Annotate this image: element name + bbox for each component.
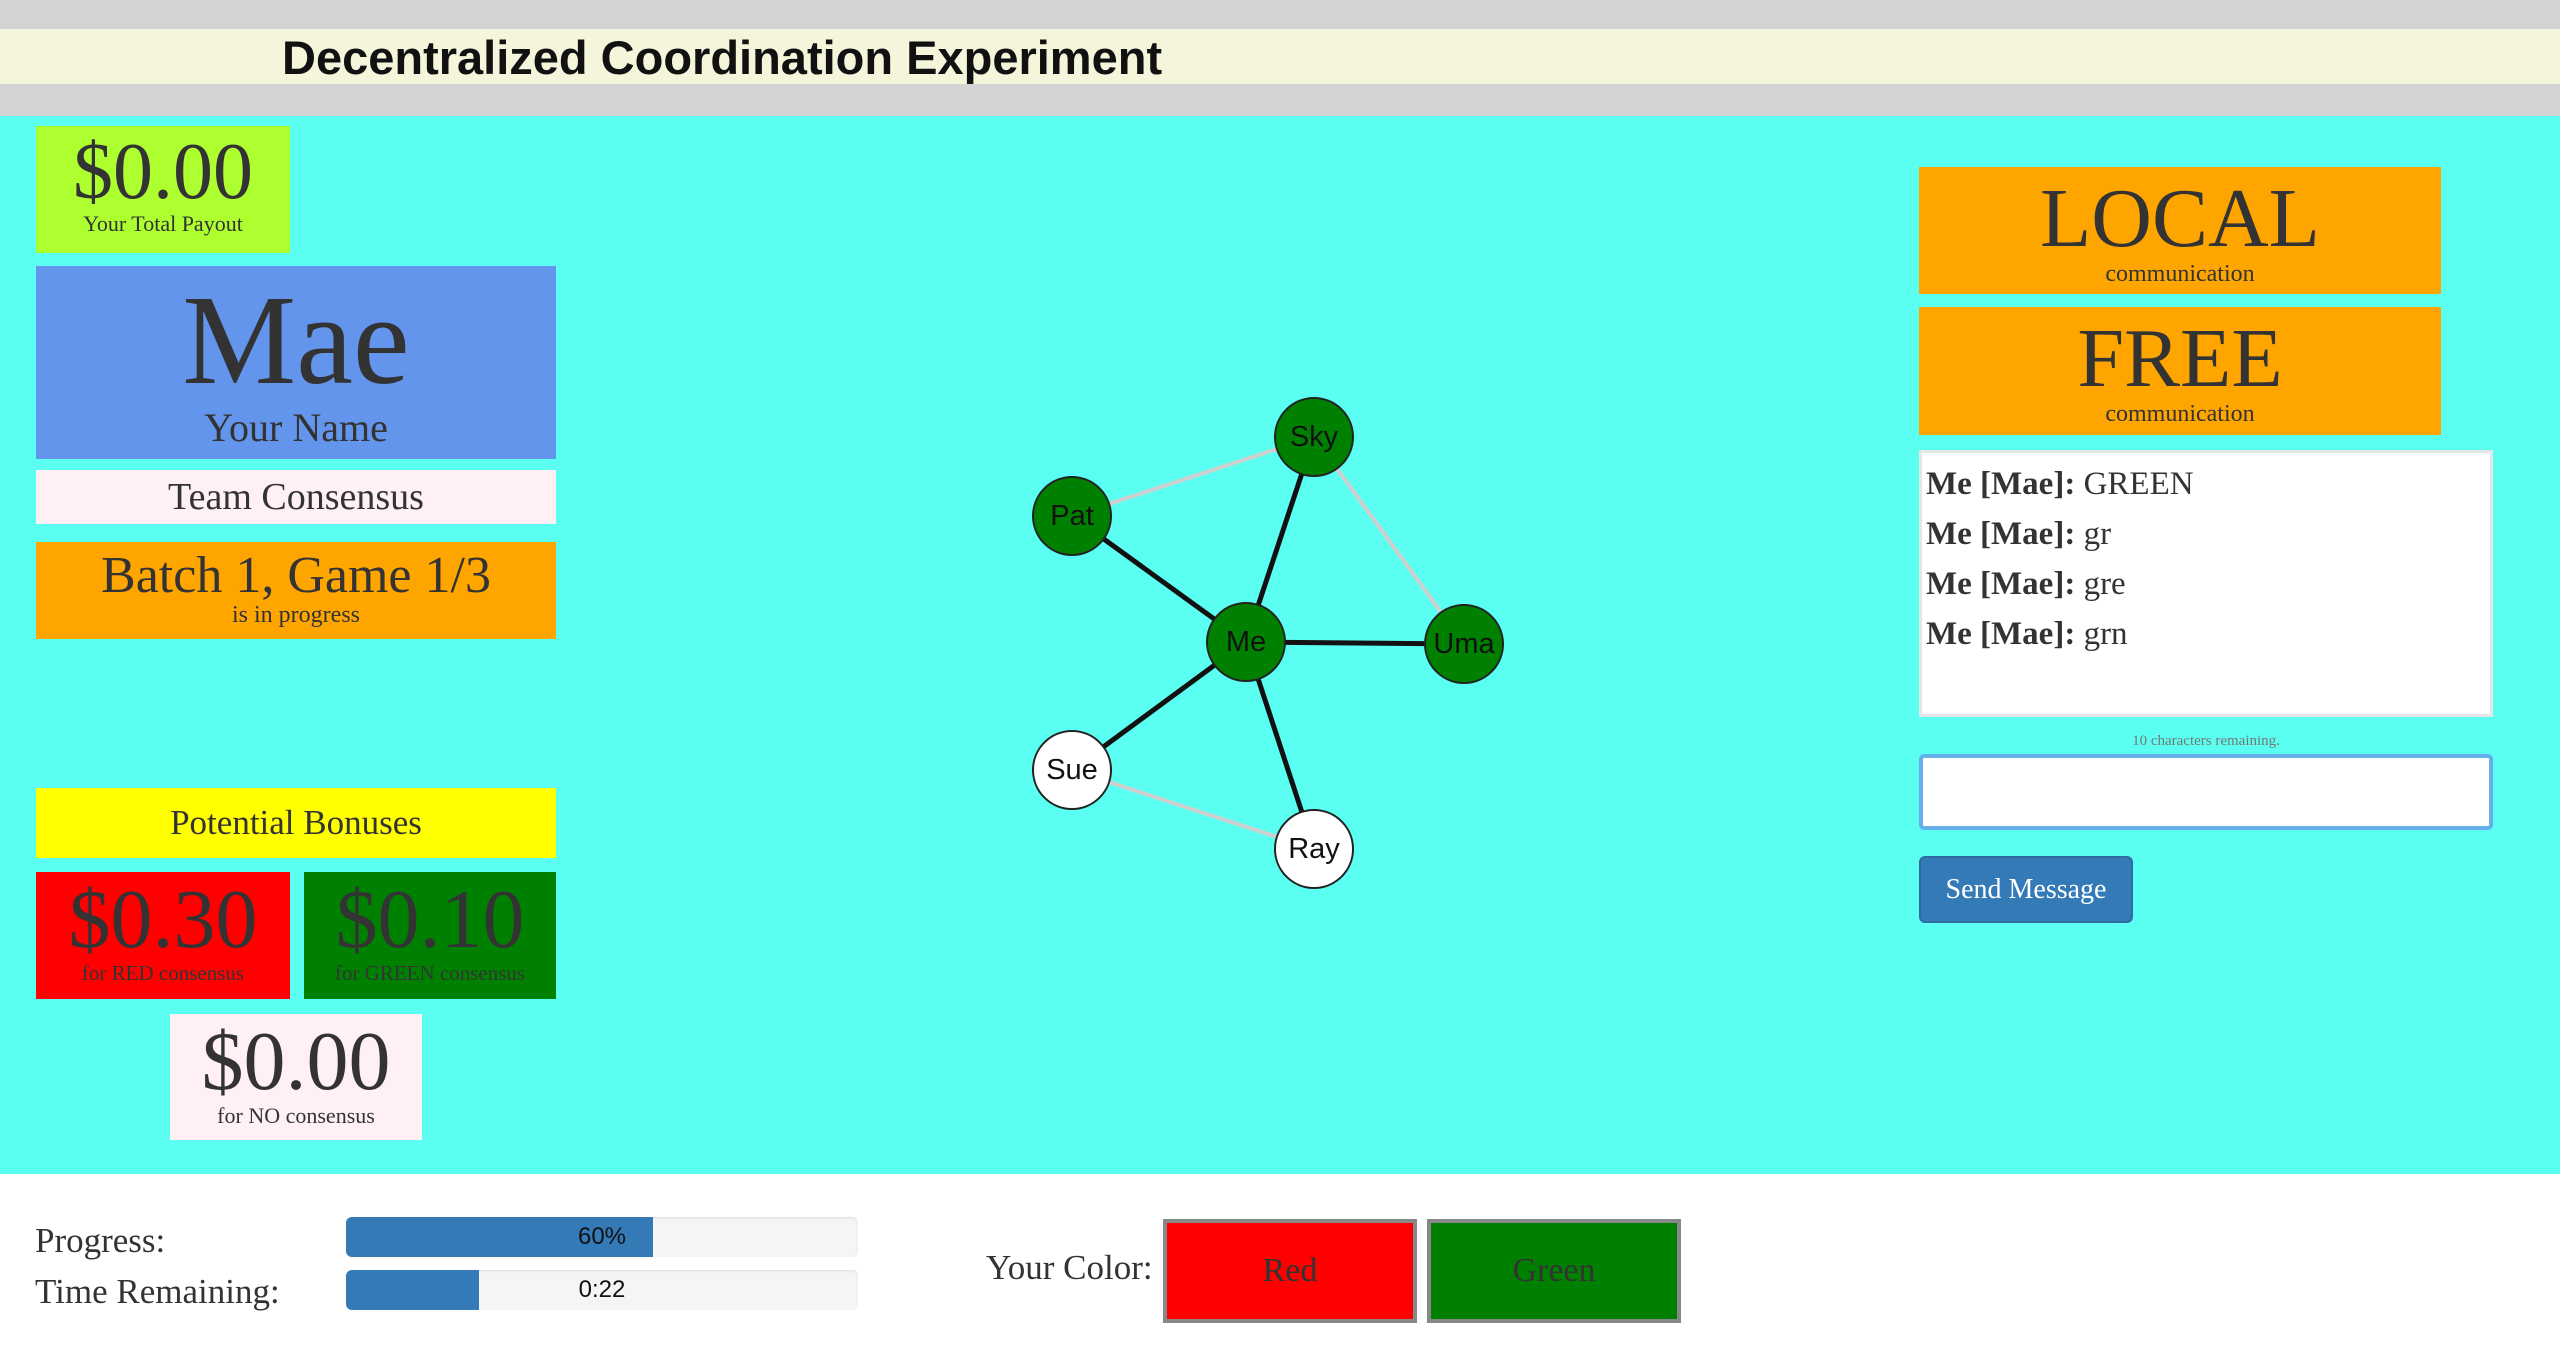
node-circle	[1032, 476, 1112, 556]
chat-message: Me [Mae]: grn	[1926, 609, 2486, 659]
message-input[interactable]	[1919, 754, 2493, 830]
team-consensus-box: Team Consensus	[36, 470, 556, 524]
chars-remaining: 10 characters remaining.	[2132, 733, 2280, 749]
green-bonus-box: $0.10 for GREEN consensus	[304, 872, 556, 999]
chat-message-text: gre	[2075, 566, 2126, 602]
node-uma: Uma	[1424, 604, 1504, 684]
name-box: Mae Your Name	[36, 266, 556, 459]
time-remaining-fill	[346, 1270, 480, 1310]
title-band	[0, 29, 2560, 84]
total-payout-amount: $0.00	[73, 128, 253, 216]
chat-message-sender: Me [Mae]:	[1926, 566, 2076, 602]
green-bonus-amount: $0.10	[335, 873, 525, 966]
chat-message-text: grn	[2075, 616, 2128, 652]
node-pat: Pat	[1032, 476, 1112, 556]
red-bonus-amount: $0.30	[68, 873, 258, 966]
your-color-label: Your Color:	[986, 1248, 1153, 1287]
node-sue: Sue	[1032, 730, 1112, 810]
no-consensus-amount: $0.00	[201, 1015, 391, 1108]
node-sky: Sky	[1274, 397, 1354, 477]
progress-text: 60%	[577, 1223, 627, 1250]
node-circle	[1206, 602, 1286, 682]
bonus-header-box: Potential Bonuses	[36, 788, 556, 858]
node-label: Uma	[1433, 628, 1495, 660]
node-circle	[1424, 604, 1504, 684]
send-message-button[interactable]: Send Message	[1919, 856, 2133, 923]
node-circle	[1274, 397, 1354, 477]
bonus-header: Potential Bonuses	[170, 803, 422, 842]
time-remaining-text: 0:22	[578, 1276, 626, 1303]
page-title: Decentralized Coordination Experiment	[282, 31, 1163, 84]
green-color-button[interactable]: Green	[1427, 1219, 1681, 1323]
node-circle	[1032, 730, 1112, 810]
comm-scope-box: LOCAL communication	[1919, 167, 2441, 294]
comm-scope-title: LOCAL	[2040, 172, 2320, 265]
edge-sue-ray	[1071, 768, 1315, 851]
chat-message-sender: Me [Mae]:	[1926, 466, 2076, 502]
progress-bar-fill	[346, 1217, 654, 1257]
total-payout-box: $0.00 Your Total Payout	[36, 126, 290, 253]
red-bonus-box: $0.30 for RED consensus	[36, 872, 290, 999]
batch-status: is in progress	[232, 602, 360, 628]
total-payout-label: Your Total Payout	[83, 211, 243, 236]
network-graph-svg: Sky Pat Me Uma Sue Ray	[1032, 397, 1504, 889]
comm-scope-label: communication	[2105, 261, 2255, 287]
no-consensus-box: $0.00 for NO consensus	[170, 1014, 422, 1140]
player-name-label: Your Name	[204, 405, 388, 450]
node-label: Pat	[1050, 500, 1094, 532]
red-color-button[interactable]: Red	[1163, 1219, 1417, 1323]
edge-sky-uma	[1312, 435, 1466, 646]
team-consensus-label: Team Consensus	[168, 476, 424, 518]
green-bonus-label: for GREEN consensus	[334, 961, 526, 985]
comm-mode-title: FREE	[2077, 312, 2283, 405]
network-graph: Sky Pat Me Uma Sue Ray	[1000, 370, 1560, 910]
node-circle	[1274, 809, 1354, 889]
chat-message: Me [Mae]: gre	[1926, 559, 2486, 609]
chat-message-text: gr	[2075, 516, 2112, 552]
progress-bar: 60%	[346, 1217, 858, 1257]
progress-label: Progress:	[35, 1221, 166, 1260]
chat-message: Me [Mae]: gr	[1926, 509, 2486, 559]
comm-mode-label: communication	[2105, 401, 2255, 427]
edge-pat-sky	[1071, 435, 1315, 518]
node-ray: Ray	[1274, 809, 1354, 889]
chat-message-sender: Me [Mae]:	[1926, 616, 2076, 652]
batch-status-box: Batch 1, Game 1/3 is in progress	[36, 542, 556, 639]
time-remaining-label: Time Remaining:	[35, 1272, 280, 1311]
no-consensus-label: for NO consensus	[217, 1103, 375, 1128]
node-me: Me	[1206, 602, 1286, 682]
node-label: Sue	[1046, 754, 1098, 786]
comm-mode-box: FREE communication	[1919, 307, 2441, 435]
red-bonus-label: for RED consensus	[81, 961, 245, 985]
batch-title: Batch 1, Game 1/3	[101, 547, 491, 604]
chat-message-text: GREEN	[2075, 466, 2194, 502]
node-label: Ray	[1288, 833, 1340, 865]
chat-message: Me [Mae]: GREEN	[1926, 459, 2486, 509]
player-name: Mae	[182, 269, 410, 411]
time-remaining-bar: 0:22	[346, 1270, 858, 1310]
chat-log[interactable]: Me [Mae]: GREEN Me [Mae]: gr Me [Mae]: gre…	[1919, 450, 2493, 717]
chat-message-sender: Me [Mae]:	[1926, 516, 2076, 552]
node-label: Sky	[1290, 421, 1339, 453]
node-label: Me	[1226, 626, 1266, 658]
